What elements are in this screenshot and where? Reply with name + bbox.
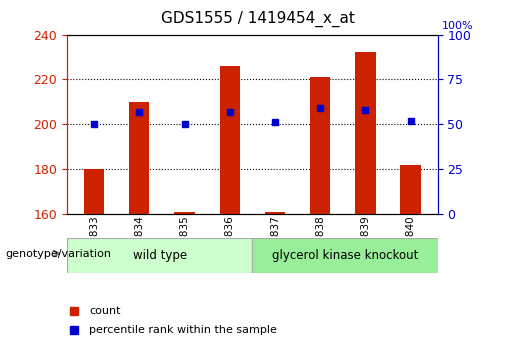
Bar	[310, 77, 330, 214]
Text: GDS1555 / 1419454_x_at: GDS1555 / 1419454_x_at	[161, 10, 354, 27]
Text: percentile rank within the sample: percentile rank within the sample	[89, 325, 277, 335]
Bar	[84, 169, 104, 214]
Text: glycerol kinase knockout: glycerol kinase knockout	[272, 249, 418, 262]
Bar	[219, 66, 240, 214]
Bar	[265, 211, 285, 214]
Bar	[252, 238, 438, 273]
Text: count: count	[89, 306, 121, 316]
Text: 100%: 100%	[441, 21, 473, 31]
Bar	[129, 102, 149, 214]
Text: genotype/variation: genotype/variation	[5, 249, 111, 258]
Bar	[355, 52, 375, 214]
Bar	[67, 238, 252, 273]
Text: wild type: wild type	[132, 249, 187, 262]
Bar	[401, 165, 421, 214]
Bar	[175, 211, 195, 214]
